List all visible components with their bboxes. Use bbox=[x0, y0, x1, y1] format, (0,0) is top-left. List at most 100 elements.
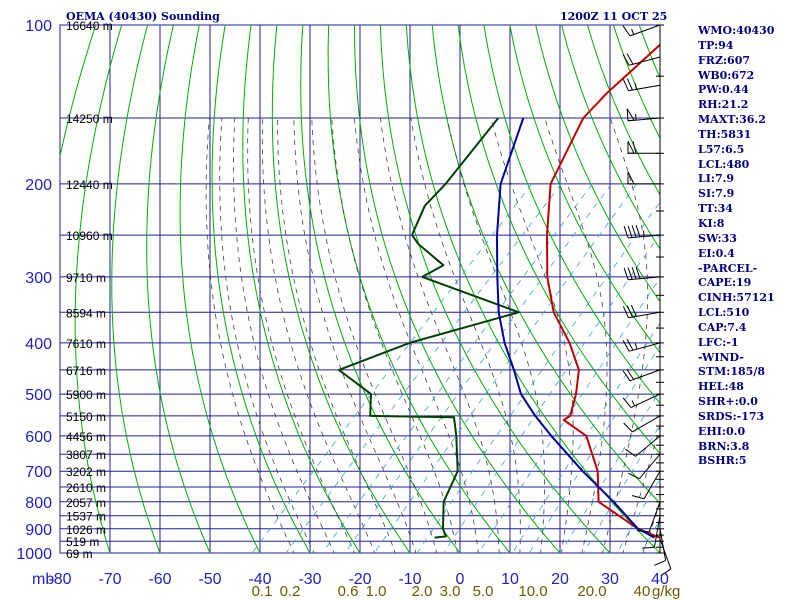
wind-barb-flag bbox=[626, 78, 633, 91]
mixing-ratio-label: 0.1 bbox=[252, 583, 273, 600]
height-label: 2610 m bbox=[66, 481, 106, 495]
wind-barb bbox=[622, 78, 661, 92]
wind-barb-flag bbox=[631, 225, 637, 238]
mixing-ratio-line bbox=[321, 183, 593, 553]
wind-barb-flag bbox=[625, 448, 636, 457]
wind-barb-flag bbox=[623, 267, 629, 280]
height-label: 10960 m bbox=[66, 229, 113, 243]
moist-adiabat bbox=[354, 117, 479, 553]
wind-barb-flag bbox=[654, 559, 666, 566]
wind-barb bbox=[654, 528, 667, 566]
index-item: MAXT:36.2 bbox=[698, 113, 766, 127]
thermo-background-lines bbox=[60, 25, 660, 553]
height-label: 6716 m bbox=[66, 364, 106, 378]
wind-barb-staff bbox=[628, 342, 661, 352]
wind-barb-flag bbox=[623, 226, 629, 239]
mixing-ratio-label: 2.0 bbox=[412, 583, 433, 600]
pressure-tick-label: 200 bbox=[25, 177, 52, 194]
wind-barb-flag bbox=[622, 370, 631, 382]
height-label: 8594 m bbox=[66, 306, 106, 320]
index-item: TP:94 bbox=[698, 38, 734, 52]
moist-adiabat bbox=[490, 117, 574, 553]
wind-barb-pennant bbox=[627, 141, 635, 154]
wind-barb-flag bbox=[622, 306, 629, 319]
index-item: WB0:672 bbox=[698, 68, 755, 82]
moist-adiabat bbox=[331, 117, 458, 553]
wind-barb-staff bbox=[629, 369, 661, 382]
mixing-ratio-label: 10.0 bbox=[518, 583, 547, 600]
dry-adiabat bbox=[509, 25, 660, 354]
mixing-ratio-line bbox=[478, 277, 660, 553]
wind-barb-staff bbox=[628, 276, 661, 281]
mixing-ratio-line bbox=[560, 389, 660, 553]
mixing-ratio-label: 0.2 bbox=[280, 583, 301, 600]
dry-adiabat bbox=[146, 25, 211, 553]
wind-barb bbox=[659, 538, 672, 577]
wind-barb-flag bbox=[622, 54, 630, 66]
dry-adiabat bbox=[211, 25, 311, 553]
wind-barb-flag bbox=[660, 568, 672, 577]
mixing-ratio-line bbox=[443, 233, 660, 553]
temp-tick-label: -70 bbox=[98, 571, 121, 588]
mixing-ratio-unit: g/kg bbox=[652, 583, 680, 600]
wind-barb bbox=[625, 435, 661, 457]
wind-barbs bbox=[622, 24, 672, 577]
pressure-tick-label: 500 bbox=[25, 387, 52, 404]
height-label: 5150 m bbox=[66, 410, 106, 424]
height-label: 519 m bbox=[66, 535, 99, 549]
height-label: 12440 m bbox=[66, 178, 113, 192]
wind-barb-flag bbox=[626, 339, 634, 351]
sounding-indices-list: WMO:40430 TP:94 FRZ:607 WB0:672 PW:0.44 RH:21… bbox=[698, 24, 798, 469]
index-item: SW:33 bbox=[698, 231, 737, 245]
dry-adiabat bbox=[74, 25, 123, 553]
mixing-ratio-line bbox=[285, 183, 562, 553]
height-label: 69 m bbox=[66, 547, 93, 561]
wind-barb-flag bbox=[635, 225, 641, 238]
height-label: 3807 m bbox=[66, 448, 106, 462]
index-item: CAPE:19 bbox=[698, 276, 752, 290]
dry-adiabat bbox=[242, 25, 361, 553]
moist-adiabat bbox=[380, 117, 500, 553]
pressure-tick-label: 700 bbox=[25, 464, 52, 481]
mixing-ratio-line bbox=[373, 183, 637, 553]
wind-barb-flag bbox=[626, 53, 634, 65]
mixing-ratio-label: 40 bbox=[634, 583, 651, 600]
height-label: 4456 m bbox=[66, 430, 106, 444]
wind-barb bbox=[626, 108, 661, 122]
wind-barb-pennant bbox=[627, 171, 635, 185]
index-item: TH:5831 bbox=[698, 127, 752, 141]
mixing-ratio-label: 1.0 bbox=[366, 583, 387, 600]
index-item: BRN:3.8 bbox=[698, 439, 750, 453]
index-item: EI:0.4 bbox=[698, 246, 735, 260]
pressure-tick-label: 300 bbox=[25, 270, 52, 287]
wind-barb-staff bbox=[659, 538, 672, 570]
pressure-tick-label: 1000 bbox=[16, 546, 52, 563]
wind-barb bbox=[622, 24, 661, 37]
mixing-ratio-label: 0.6 bbox=[338, 583, 359, 600]
index-item: SI:7.9 bbox=[698, 187, 735, 201]
wind-barb-flag bbox=[626, 305, 633, 318]
wind-barb-staff bbox=[632, 415, 661, 433]
wind-barb-flag bbox=[635, 266, 641, 279]
wind-barb-staff bbox=[659, 528, 667, 561]
index-item: LI:7.9 bbox=[698, 172, 735, 186]
index-item: LCL:510 bbox=[698, 306, 750, 320]
height-label: 2057 m bbox=[66, 496, 106, 510]
pressure-tick-label: 100 bbox=[25, 18, 52, 35]
chart-title: OEMA (40430) Sounding bbox=[66, 10, 220, 23]
index-item: SHR+:0.0 bbox=[698, 395, 758, 409]
moist-adiabat bbox=[261, 117, 376, 553]
wind-barb-half-flag bbox=[631, 400, 636, 407]
wind-barb-half-flag bbox=[631, 28, 635, 35]
wind-barb-staff bbox=[643, 470, 661, 500]
wind-barb bbox=[622, 393, 661, 409]
temp-tick-label: 40 bbox=[651, 571, 669, 588]
mixing-ratio-line bbox=[583, 424, 660, 553]
wind-barb-staff bbox=[635, 435, 661, 457]
temp-tick-label: -30 bbox=[298, 571, 321, 588]
index-item: SRDS:-173 bbox=[698, 409, 765, 423]
index-item: RH:21.2 bbox=[698, 98, 749, 112]
wind-barb-flag bbox=[630, 304, 637, 317]
wind-barb-staff bbox=[628, 84, 661, 92]
